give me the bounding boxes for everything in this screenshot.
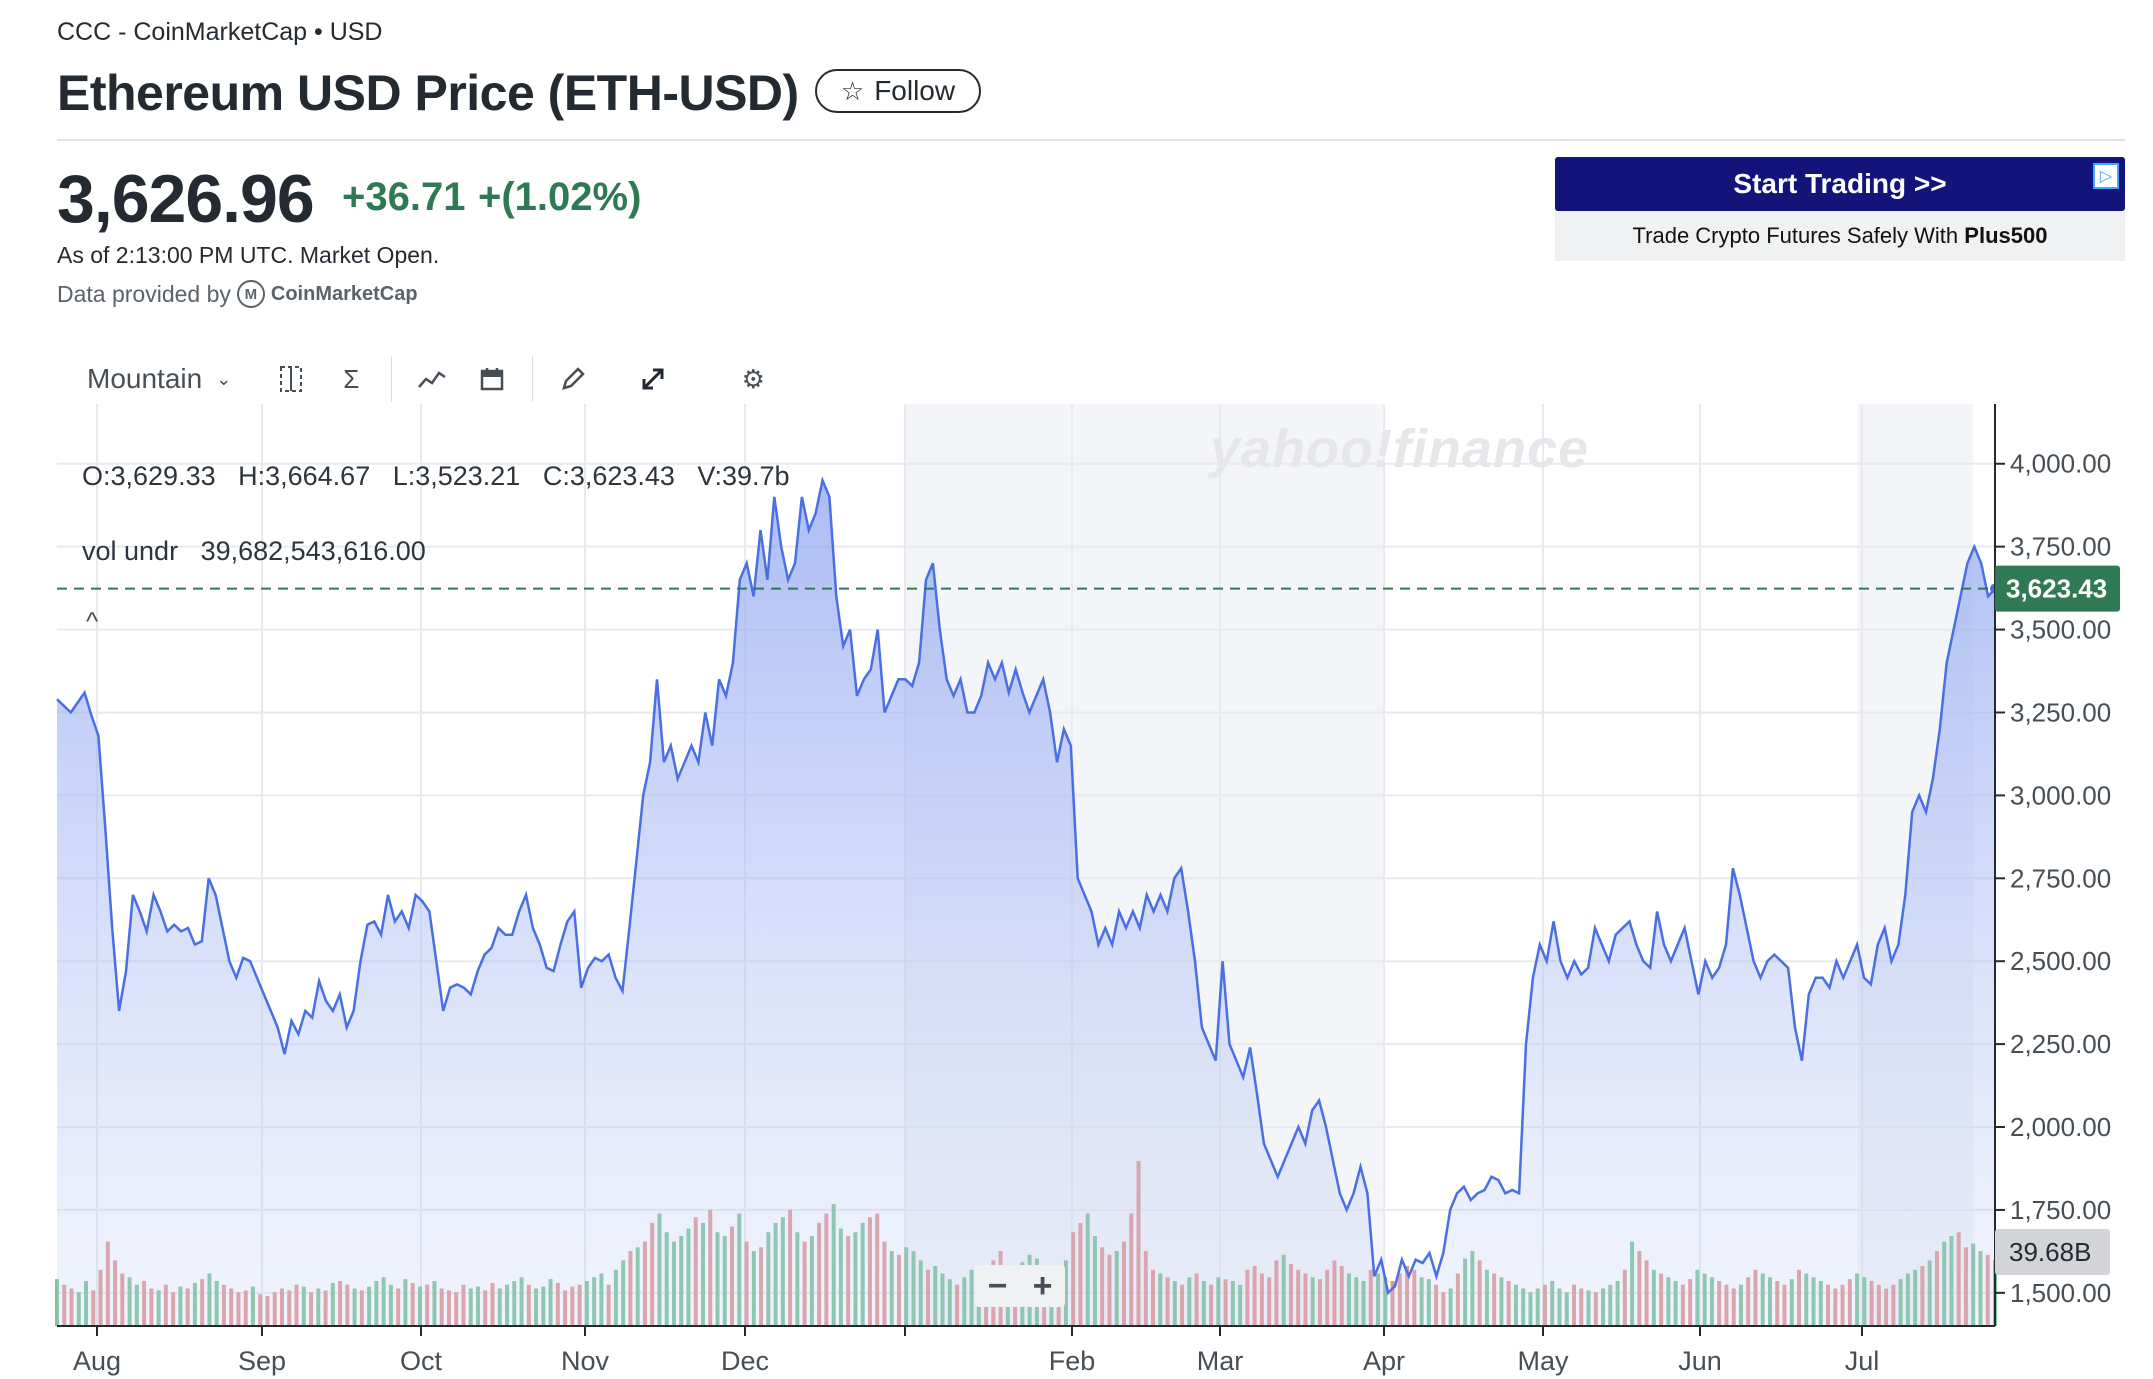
last-volume-label: 39.68B xyxy=(2009,1237,2091,1267)
y-tick-label: 2,250.00 xyxy=(2010,1029,2111,1059)
zoom-controls: − + xyxy=(975,1265,1065,1307)
date-range-icon[interactable] xyxy=(462,354,522,404)
chart-toolbar: Mountain ⌄ Σ ⚙ xyxy=(57,352,783,406)
y-tick-label: 4,000.00 xyxy=(2010,449,2111,479)
price-chart[interactable]: 1,500.00 1,750.00 2,000.00 2,250.00 2,500.00… xyxy=(0,400,2153,1379)
y-tick-label: 3,000.00 xyxy=(2010,780,2111,810)
events-icon[interactable] xyxy=(402,354,462,404)
last-price-label: 3,623.43 xyxy=(2006,574,2107,604)
expand-icon[interactable] xyxy=(623,354,683,404)
volume-legend-value: 39,682,543,616.00 xyxy=(200,536,426,566)
x-tick-label: May xyxy=(1517,1346,1569,1376)
x-tick-label: Aug xyxy=(73,1346,121,1376)
price-change-percent: +(1.02%) xyxy=(478,175,642,219)
data-provider: Data provided by M CoinMarketCap xyxy=(57,280,418,308)
volume-legend: vol undr 39,682,543,616.00 xyxy=(82,536,426,567)
y-tick-label: 3,500.00 xyxy=(2010,615,2111,645)
follow-label: Follow xyxy=(874,75,956,106)
y-tick-label: 2,500.00 xyxy=(2010,946,2111,976)
quote-source: CCC - CoinMarketCap • USD xyxy=(57,18,383,46)
current-price: 3,626.96 xyxy=(57,161,315,237)
y-tick-label: 3,250.00 xyxy=(2010,697,2111,727)
price-area-fill xyxy=(57,480,1995,1326)
market-status: As of 2:13:00 PM UTC. Market Open. xyxy=(57,242,440,268)
x-axis: AugSepOctNovDec2025FebMarAprMayJunJul xyxy=(57,1325,1995,1376)
x-tick-label: Nov xyxy=(561,1346,610,1376)
x-tick-label: Dec xyxy=(721,1346,769,1376)
y-tick-label: 1,750.00 xyxy=(2010,1195,2111,1225)
zoom-in-button[interactable]: + xyxy=(1032,1266,1053,1305)
provider-name: CoinMarketCap xyxy=(270,282,418,305)
x-tick-label: Jul xyxy=(1845,1346,1880,1376)
toolbar-separator xyxy=(532,356,534,402)
indicators-icon[interactable]: Σ xyxy=(343,363,360,394)
x-tick-label: Sep xyxy=(238,1346,286,1376)
x-tick-label: Apr xyxy=(1363,1346,1405,1376)
toolbar-separator xyxy=(391,356,393,402)
zoom-out-button[interactable]: − xyxy=(987,1266,1008,1305)
ad-text-prefix: Trade Crypto Futures Safely With xyxy=(1632,223,1965,248)
ad-brand: Plus500 xyxy=(1964,223,2048,248)
y-tick-label: 2,750.00 xyxy=(2010,863,2111,893)
ad-choices-icon[interactable]: ▷ xyxy=(2093,163,2119,189)
ohlc-legend: O:3,629.33 H:3,664.67 L:3,523.21 C:3,623… xyxy=(82,461,790,491)
yahoo-finance-watermark: yahoo!finance xyxy=(1210,419,1590,479)
provided-by-label: Data provided by xyxy=(57,280,231,307)
x-tick-label: Jun xyxy=(1678,1346,1722,1376)
y-tick-label: 3,750.00 xyxy=(2010,532,2111,562)
chevron-down-icon: ⌄ xyxy=(216,368,232,389)
draw-icon[interactable] xyxy=(543,354,603,404)
collapse-legend-icon[interactable]: ^ xyxy=(86,606,99,636)
chart-type-dropdown[interactable]: Mountain ⌄ xyxy=(57,363,261,395)
y-tick-label: 2,000.00 xyxy=(2010,1112,2111,1142)
settings-icon[interactable]: ⚙ xyxy=(741,363,765,394)
y-tick-label: 1,500.00 xyxy=(2010,1278,2111,1308)
last-volume-tag xyxy=(1995,1229,2110,1275)
start-trading-button[interactable]: Start Trading >> xyxy=(1555,157,2125,211)
x-tick-label: Feb xyxy=(1049,1346,1096,1376)
x-tick-label: Oct xyxy=(400,1346,443,1376)
star-icon: ☆ xyxy=(840,75,865,106)
last-price-tag xyxy=(1995,565,2120,612)
coinmarketcap-logo[interactable]: M CoinMarketCap xyxy=(236,280,418,308)
page-title: Ethereum USD Price (ETH-USD) xyxy=(57,65,799,121)
compare-icon[interactable] xyxy=(261,354,321,404)
follow-button[interactable]: ☆ Follow xyxy=(815,69,981,113)
price-change: +36.71 xyxy=(342,175,466,219)
x-tick-label: Mar xyxy=(1197,1346,1244,1376)
chart-type-label: Mountain xyxy=(87,363,203,394)
ad-banner: Start Trading >> ▷ Trade Crypto Futures … xyxy=(1555,157,2125,261)
y-axis: 1,500.00 1,750.00 2,000.00 2,250.00 2,500.00… xyxy=(1994,404,2120,1326)
ad-text: Trade Crypto Futures Safely With Plus500 xyxy=(1555,223,2125,249)
header-divider xyxy=(57,139,2125,141)
volume-legend-label: vol undr xyxy=(82,536,179,566)
coinmarketcap-icon: M xyxy=(236,280,265,308)
price-line xyxy=(56,476,1996,1296)
